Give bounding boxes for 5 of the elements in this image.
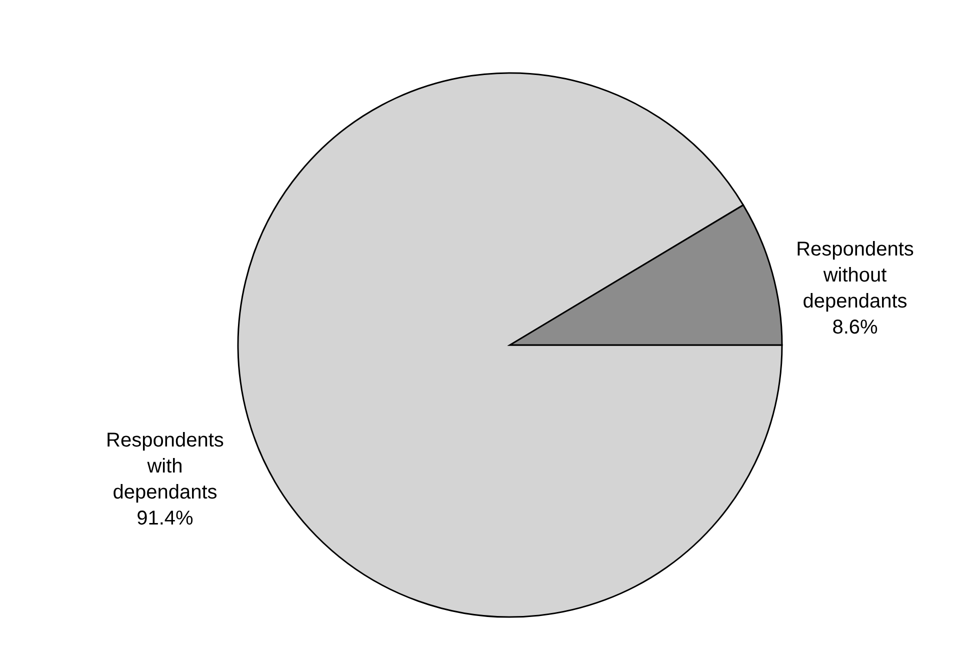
data-label: 91.4% [136,508,194,530]
data-label: 8.6% [832,316,878,338]
slice-label: Respondents with dependants [106,430,224,504]
pie-slice [238,72,783,618]
slice-label: Respondents without dependants [796,238,914,312]
